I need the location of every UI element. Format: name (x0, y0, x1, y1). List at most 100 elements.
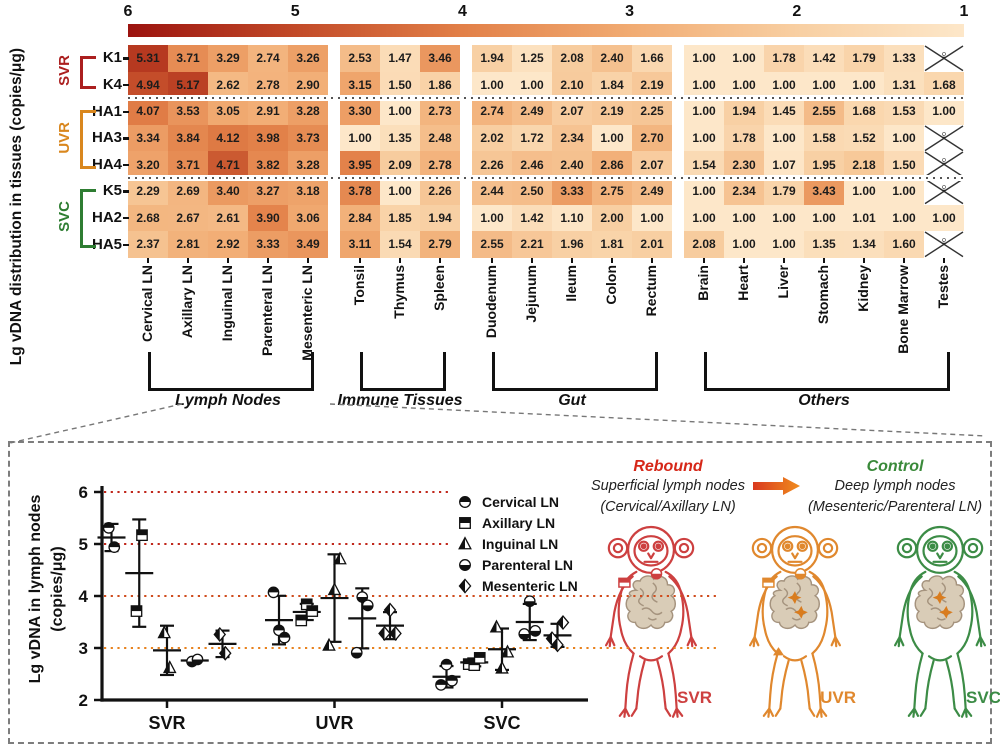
heatmap-cell: 2.19 (632, 71, 672, 99)
neck-node-marker (650, 567, 663, 580)
heatmap-cell: 1.00 (632, 204, 672, 232)
heatmap-cell: 2.30 (724, 151, 764, 178)
heatmap-cell: 1.34 (844, 231, 884, 258)
heatmap-cell: 1.07 (764, 151, 804, 178)
control-line1: Deep lymph nodes (834, 478, 956, 494)
monkey-label: UVR (820, 688, 856, 707)
heatmap-row-label: HA2 (91, 208, 122, 226)
heatmap-cell: 3.20 (128, 151, 168, 178)
heatmap-cell: 1.79 (844, 45, 884, 72)
heatmap-cell: 1.60 (884, 231, 924, 258)
heatmap-cell: 2.68 (128, 204, 168, 232)
crossed-female-icon: ♀ (924, 231, 964, 258)
heatmap-cell: 1.35 (380, 124, 420, 152)
monkey-label: SVR (677, 688, 712, 707)
heatmap-cell: 2.70 (632, 124, 672, 152)
heatmap-cell: 2.92 (208, 231, 248, 258)
heatmap-cell: 2.73 (420, 98, 460, 125)
colorbar-tick-label: 5 (290, 3, 300, 20)
colorbar-tick-label: 2 (792, 3, 802, 20)
heatmap-cell: 1.85 (380, 204, 420, 232)
heatmap-cell: 1.94 (420, 204, 460, 232)
heatmap-cell: 2.08 (684, 231, 724, 258)
heatmap-cell: 1.33 (884, 45, 924, 72)
heatmap-cell: 2.49 (632, 178, 672, 205)
heatmap-cell: 1.00 (724, 45, 764, 72)
heatmap-cell: 2.75 (592, 178, 632, 205)
heatmap-cell: 3.15 (340, 71, 380, 99)
heatmap-cell: 1.25 (512, 45, 552, 72)
column-tick (306, 258, 310, 263)
heatmap-cell: 2.07 (632, 151, 672, 178)
column-tick (438, 258, 442, 263)
heatmap-column-label: Bone Marrow (895, 265, 911, 354)
heatmap-cell: 2.25 (632, 98, 672, 125)
heatmap-column-label: Testes (935, 265, 951, 309)
svg-text:♀: ♀ (939, 153, 949, 168)
heatmap-column-label: Cervical LN (139, 265, 155, 343)
heatmap-cell: 2.26 (472, 151, 512, 178)
heatmap-cell: 1.00 (340, 124, 380, 152)
legend-item: Parenteral LN (457, 554, 578, 575)
rebound-line2: (Cervical/Axillary LN) (600, 499, 736, 515)
svg-text:♀: ♀ (939, 233, 949, 248)
heatmap-cell: 1.50 (380, 71, 420, 99)
heatmap-cell: 1.94 (724, 98, 764, 125)
legend-marker-icon (459, 516, 471, 529)
heatmap-cell: 5.17 (168, 71, 208, 99)
heatmap-cell: 1.68 (844, 98, 884, 125)
heatmap-cell: 2.55 (472, 231, 512, 258)
row-group-bracket (80, 56, 96, 89)
heatmap-cell: 1.10 (552, 204, 592, 232)
heatmap-cell: 4.94 (128, 71, 168, 99)
heatmap-column-label: Mesenteric LN (299, 265, 315, 361)
heatmap-cell: 1.68 (924, 71, 964, 99)
heatmap-cell: 2.19 (592, 98, 632, 125)
heatmap-row-label: HA4 (91, 155, 122, 173)
heatmap-cell: 1.95 (804, 151, 844, 178)
heatmap-cell: 2.08 (552, 45, 592, 72)
heatmap-column-label: Liver (775, 265, 791, 299)
column-tick (862, 258, 866, 263)
heatmap-cell: 1.00 (684, 124, 724, 152)
row-group-bracket (80, 109, 96, 169)
heatmap-cell: 1.00 (380, 178, 420, 205)
heatmap-cell: 1.54 (380, 231, 420, 258)
heatmap-cell: 1.94 (472, 45, 512, 72)
heatmap-cell: 3.30 (340, 98, 380, 125)
heatmap-cell: 3.05 (208, 98, 248, 125)
heatmap-cell: 2.37 (128, 231, 168, 258)
heatmap-row-label: K1 (102, 49, 122, 67)
heatmap-cell: 2.74 (472, 98, 512, 125)
heatmap-cell: 1.81 (592, 231, 632, 258)
heatmap-cell: 1.00 (684, 45, 724, 72)
column-tick (942, 258, 946, 263)
heatmap-cell: 1.72 (512, 124, 552, 152)
monkey-svc: SVC (885, 520, 1000, 732)
heatmap-cell: 1.00 (884, 124, 924, 152)
heatmap-cell: 2.61 (208, 204, 248, 232)
control-title: Control (866, 458, 924, 475)
heatmap-column-label: Stomach (815, 265, 831, 325)
heatmap-cell: 1.79 (764, 178, 804, 205)
heatmap-cell: 1.01 (844, 204, 884, 232)
column-group-bracket (492, 352, 658, 391)
heatmap-cell: 2.74 (248, 45, 288, 72)
heatmap-cell: 3.46 (420, 45, 460, 72)
heatmap-cell: 4.71 (208, 151, 248, 178)
heatmap-column-label: Kidney (855, 265, 871, 312)
row-group-bracket (80, 189, 96, 249)
heatmap-cell: 1.31 (884, 71, 924, 99)
heatmap-column-label: Axillary LN (179, 265, 195, 339)
column-tick (822, 258, 826, 263)
heatmap-cell: 2.21 (512, 231, 552, 258)
column-tick (358, 258, 362, 263)
legend-item: Cervical LN (457, 491, 578, 512)
heatmap-cell: 1.00 (684, 204, 724, 232)
column-group-label: Gut (558, 392, 586, 409)
heatmap-cell: 1.96 (552, 231, 592, 258)
column-tick (610, 258, 614, 263)
column-tick (146, 258, 150, 263)
monkey-label: SVC (966, 688, 1000, 707)
